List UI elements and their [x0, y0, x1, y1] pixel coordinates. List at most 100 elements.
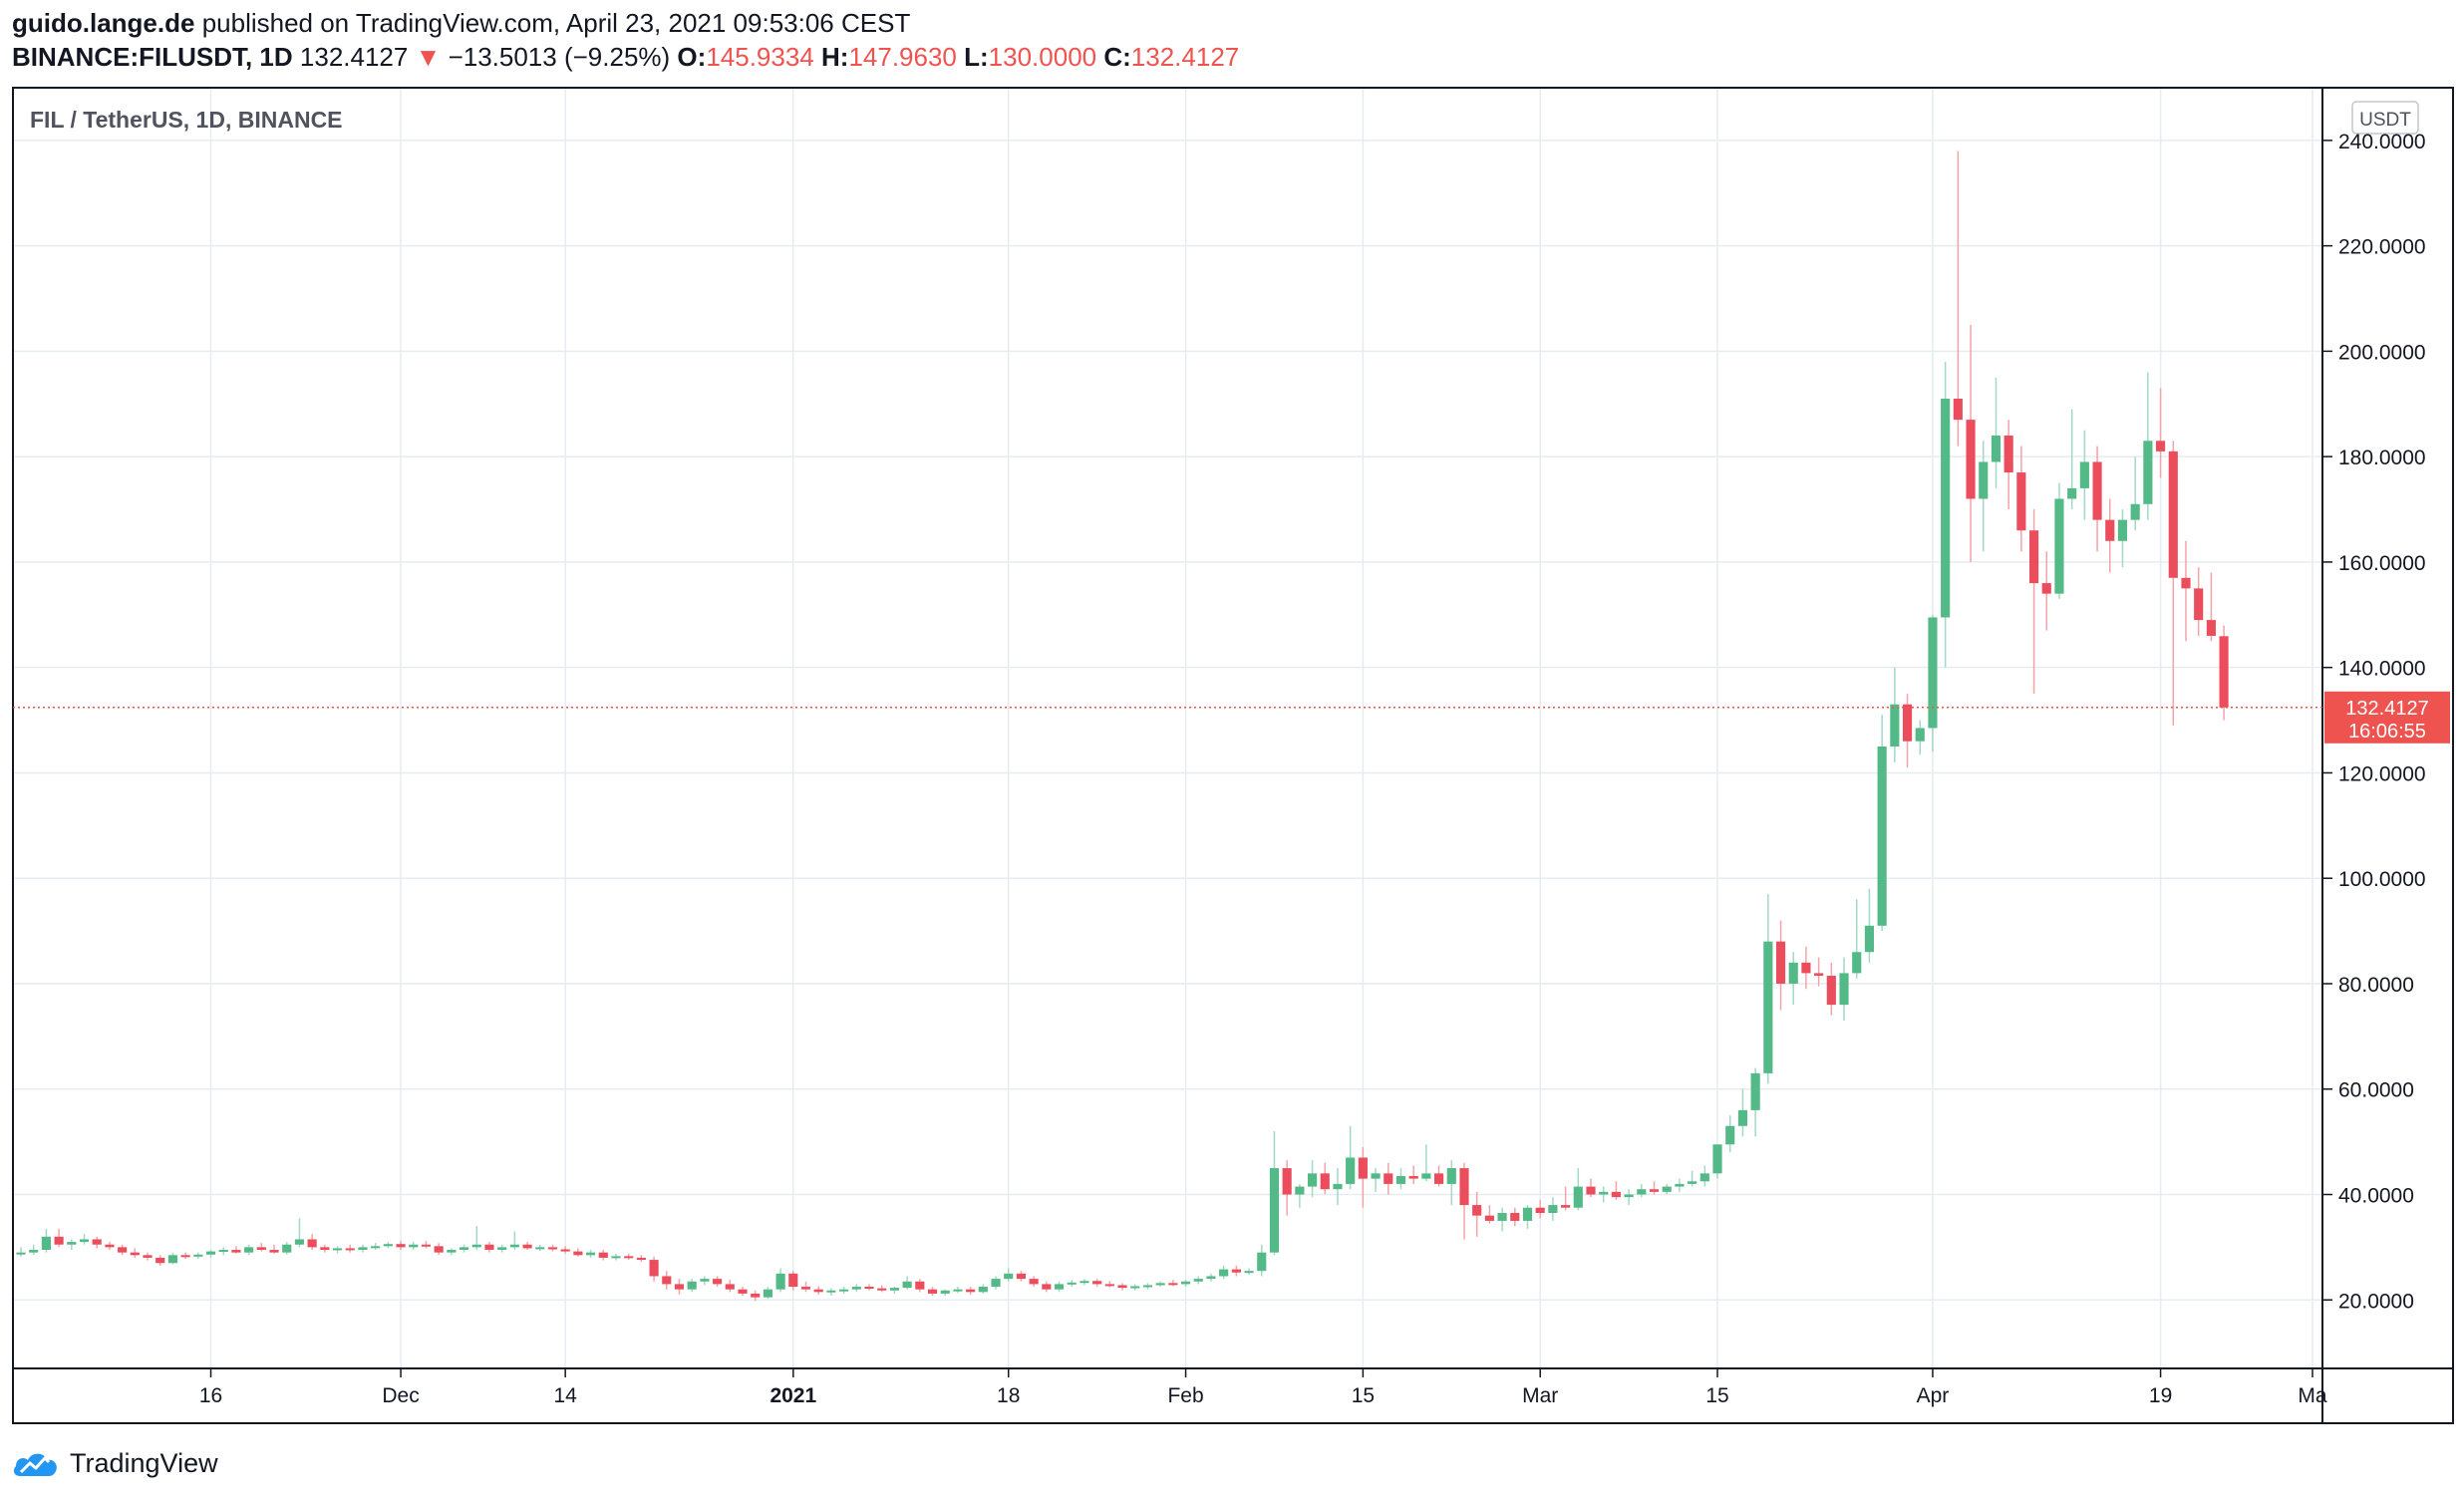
author-name[interactable]: guido.lange.de	[12, 8, 195, 38]
candle-body	[2054, 498, 2064, 594]
candle-up	[889, 1287, 899, 1294]
candle-down	[1649, 1181, 1660, 1195]
candle-body	[67, 1242, 77, 1245]
candle-down	[1117, 1283, 1127, 1291]
candle-up	[1839, 957, 1849, 1021]
candle-body	[662, 1276, 672, 1285]
y-tick-label: 120.0000	[2338, 762, 2426, 785]
tradingview-cloud-icon	[13, 1453, 57, 1476]
candle-body	[826, 1290, 836, 1293]
candle-up	[2130, 456, 2140, 531]
candle-down	[788, 1271, 798, 1291]
candle-body	[1675, 1183, 1685, 1187]
candle-down	[1966, 324, 1976, 562]
candle-body	[2156, 441, 2166, 451]
candle-body	[1104, 1284, 1114, 1287]
candle-body	[1472, 1205, 1482, 1216]
candle-body	[889, 1288, 899, 1291]
candle-body	[1725, 1125, 1735, 1145]
candle-up	[1688, 1170, 1697, 1187]
candle-body	[1434, 1173, 1444, 1184]
currency-badge[interactable]: USDT	[2359, 110, 2411, 131]
candle-body	[1915, 728, 1925, 742]
candle-down	[927, 1287, 938, 1297]
candle-up	[902, 1276, 912, 1290]
candle-body	[1180, 1281, 1191, 1285]
candle-body	[1016, 1273, 1027, 1280]
publish-header: guido.lange.de published on TradingView.…	[12, 6, 1239, 74]
candle-down	[713, 1276, 723, 1288]
candle-body	[1244, 1271, 1254, 1274]
low-label: L:	[964, 42, 989, 72]
candle-up	[1269, 1131, 1280, 1256]
candle-body	[16, 1252, 26, 1255]
low-value: 130.0000	[988, 42, 1097, 72]
candle-up	[826, 1288, 836, 1297]
candle-up	[1371, 1168, 1381, 1192]
candle-body	[522, 1244, 532, 1249]
candle-body	[1067, 1282, 1077, 1285]
candle-up	[244, 1244, 254, 1256]
candle-up	[1522, 1205, 1533, 1229]
candle-down	[54, 1228, 64, 1248]
candle-body	[79, 1239, 90, 1243]
candlestick-chart[interactable]: FIL / TetherUS, 1D, BINANCE USDT 20.0000…	[0, 0, 2464, 1435]
candle-up	[1054, 1281, 1065, 1293]
candle-up	[371, 1243, 381, 1251]
candle-body	[1864, 925, 1875, 953]
candle-body	[1522, 1207, 1533, 1221]
candle-up	[167, 1252, 177, 1265]
candle-down	[1561, 1186, 1571, 1211]
last-price-label: 132.4127	[2345, 698, 2428, 720]
candle-body	[2041, 583, 2051, 594]
candle-down	[813, 1286, 823, 1295]
candle-down	[2105, 498, 2115, 573]
candle-body	[2181, 577, 2191, 589]
candle-body	[1979, 461, 1989, 499]
candle-body	[409, 1244, 419, 1248]
symbol-label: BINANCE:FILUSDT, 1D	[12, 42, 293, 72]
candle-down	[345, 1244, 355, 1253]
x-tick-label: 15	[1705, 1384, 1728, 1407]
candle-body	[1928, 617, 1938, 729]
candle-up	[1142, 1283, 1153, 1290]
candle-up	[29, 1244, 39, 1256]
y-tick-label: 80.0000	[2338, 974, 2414, 997]
candle-down	[522, 1242, 532, 1251]
candle-body	[1688, 1181, 1697, 1184]
candle-body	[1346, 1157, 1356, 1184]
candle-up	[1004, 1268, 1014, 1282]
candle-up	[409, 1242, 419, 1251]
tradingview-brand[interactable]: TradingView	[70, 1447, 218, 1478]
candle-down	[269, 1244, 279, 1254]
candle-body	[1004, 1273, 1014, 1280]
candle-body	[2105, 519, 2115, 541]
candle-body	[1408, 1175, 1418, 1179]
candle-down	[1358, 1146, 1368, 1208]
candle-body	[2130, 503, 2140, 520]
candle-body	[1510, 1213, 1520, 1221]
candle-body	[1826, 976, 1836, 1006]
candle-up	[1193, 1276, 1203, 1285]
candle-body	[649, 1260, 659, 1277]
candle-body	[598, 1252, 608, 1258]
candle-body	[218, 1250, 228, 1253]
candle-up	[1067, 1280, 1077, 1288]
candle-up	[1219, 1265, 1229, 1280]
candle-down	[800, 1281, 811, 1293]
close-label: C:	[1103, 42, 1131, 72]
candle-body	[1750, 1072, 1760, 1110]
candle-up	[953, 1287, 963, 1294]
candle-body	[674, 1284, 685, 1290]
x-tick-label: 14	[553, 1384, 577, 1407]
candle-body	[1561, 1205, 1571, 1208]
candle-down	[2156, 388, 2166, 478]
candle-down	[1459, 1162, 1469, 1240]
candle-body	[421, 1244, 432, 1247]
candle-body	[763, 1289, 772, 1298]
candle-down	[1902, 694, 1913, 768]
candle-down	[560, 1246, 570, 1254]
x-tick-label: Mar	[1522, 1384, 1558, 1407]
candle-up	[1346, 1125, 1356, 1190]
candle-up	[775, 1268, 785, 1293]
